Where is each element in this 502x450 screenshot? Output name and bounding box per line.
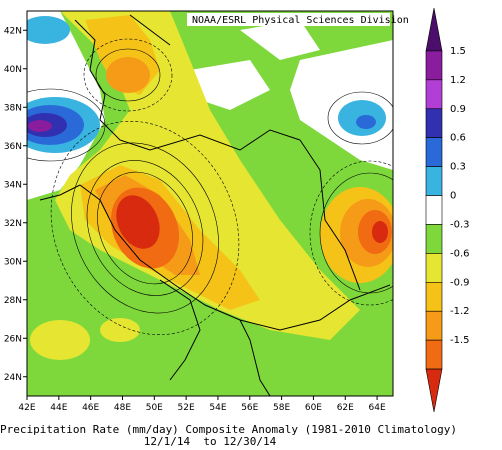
colorbar-label: -0.9 bbox=[450, 277, 470, 288]
lat-label: 40N bbox=[4, 65, 22, 75]
lat-label: 26N bbox=[4, 334, 22, 344]
colorbar-swatch bbox=[425, 282, 443, 312]
lat-label: 42N bbox=[4, 26, 22, 36]
credit-text: NOAA/ESRL Physical Sciences Division bbox=[192, 15, 409, 26]
caption-dates: 12/1/14 to 12/30/14 bbox=[143, 435, 277, 448]
lat-label: 36N bbox=[4, 142, 22, 152]
lon-label: 64E bbox=[369, 403, 386, 413]
lon-label: 56E bbox=[241, 403, 258, 413]
colorbar-label: -1.2 bbox=[450, 306, 470, 317]
colorbar-swatch bbox=[425, 224, 443, 254]
contour-lines bbox=[27, 38, 393, 336]
colorbar-label: -0.3 bbox=[450, 219, 470, 230]
colorbar-swatch bbox=[425, 79, 443, 110]
colorbar-label: 0.9 bbox=[450, 104, 466, 115]
lon-label: 44E bbox=[50, 403, 67, 413]
latitude-axis: 42N 40N 38N 36N 34N 32N 30N 28N 26N 24N bbox=[4, 26, 27, 383]
lon-label: 60E bbox=[305, 403, 322, 413]
colorbar-swatch bbox=[425, 339, 443, 370]
colorbar-label: 0.3 bbox=[450, 162, 466, 173]
lon-label: 54E bbox=[209, 403, 226, 413]
lon-label: 58E bbox=[273, 403, 290, 413]
lat-label: 32N bbox=[4, 219, 22, 229]
colorbar-swatch bbox=[425, 50, 443, 81]
colorbar-label: -0.6 bbox=[450, 248, 470, 259]
lat-label: 30N bbox=[4, 257, 22, 267]
lat-label: 24N bbox=[4, 373, 22, 383]
caption-title: Precipitation Rate (mm/day) Composite An… bbox=[0, 423, 457, 436]
colorbar-label: 1.5 bbox=[450, 46, 466, 57]
lon-label: 50E bbox=[146, 403, 163, 413]
lon-label: 52E bbox=[178, 403, 195, 413]
lon-label: 46E bbox=[82, 403, 99, 413]
lat-label: 38N bbox=[4, 103, 22, 113]
colorbar-label: 0.6 bbox=[450, 133, 466, 144]
colorbar-label: -1.5 bbox=[450, 335, 470, 346]
longitude-axis: 42E 44E 46E 48E 50E 52E 54E 56E 58E 60E 62E 64E bbox=[18, 396, 386, 413]
colorbar-label: 0 bbox=[450, 191, 456, 202]
lon-label: 48E bbox=[114, 403, 131, 413]
coastlines bbox=[39, 14, 391, 396]
colorbar-arrow-bottom bbox=[425, 368, 443, 413]
lat-label: 28N bbox=[4, 296, 22, 306]
anomaly-field bbox=[27, 11, 393, 396]
lat-label: 34N bbox=[4, 180, 22, 190]
colorbar-swatch bbox=[425, 137, 443, 167]
colorbar-label: 1.2 bbox=[450, 75, 466, 86]
colorbar-arrow-top bbox=[425, 7, 443, 52]
colorbar-swatch bbox=[425, 195, 443, 225]
colorbar-swatch bbox=[425, 166, 443, 196]
lon-label: 62E bbox=[337, 403, 354, 413]
lon-label: 42E bbox=[18, 403, 35, 413]
plot-frame bbox=[26, 10, 394, 397]
colorbar: 1.5 1.2 0.9 0.6 0.3 0 -0.3 -0.6 -0.9 -1.2 -1.5 bbox=[425, 7, 470, 413]
colorbar-swatch bbox=[425, 310, 443, 341]
colorbar-swatch bbox=[425, 253, 443, 283]
credit-box bbox=[187, 13, 390, 26]
colorbar-swatch bbox=[425, 108, 443, 138]
